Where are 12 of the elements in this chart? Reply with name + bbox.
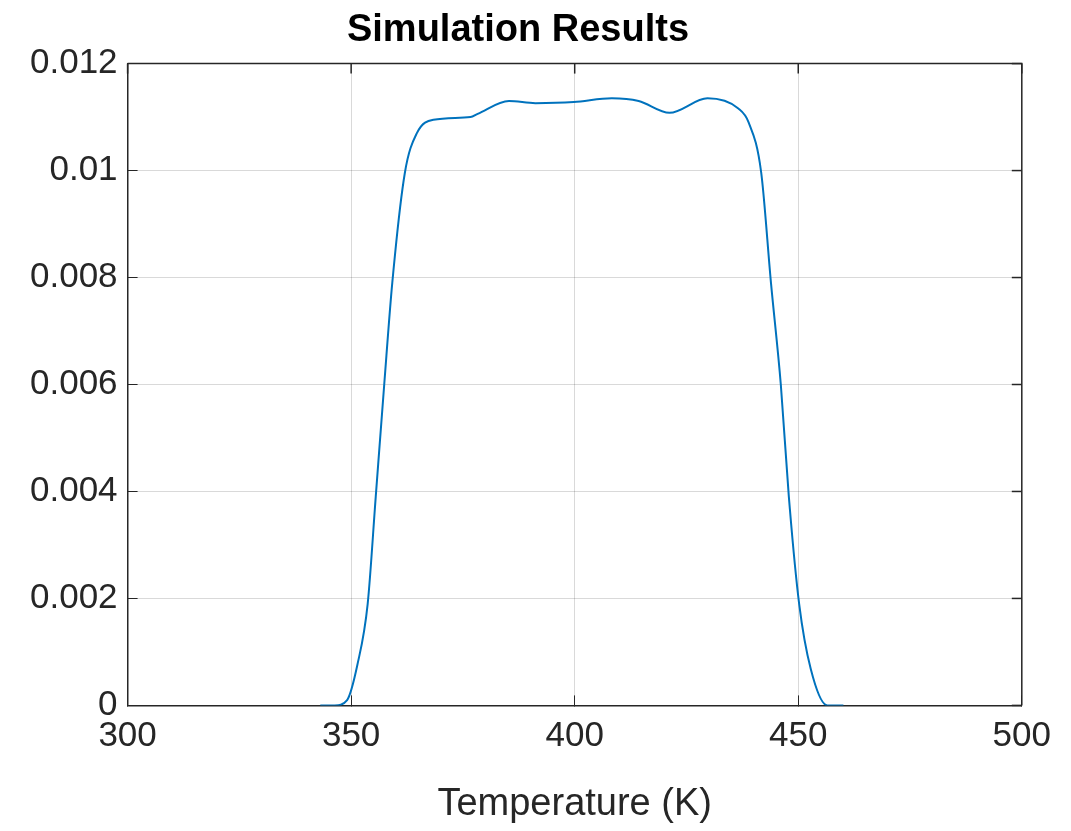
x-tick-label: 500 [992,714,1052,754]
chart-title: Simulation Results [346,7,690,50]
y-tick-label: 0.004 [29,469,118,509]
x-tick-label: 350 [321,714,381,754]
x-tick-label: 450 [769,714,828,754]
y-tick-label: 0.008 [29,255,118,295]
y-tick-label: 0.002 [29,576,118,616]
y-tick-label: 0.006 [29,362,118,402]
y-tick-label: 0.012 [29,41,118,81]
y-tick-label: 0.01 [49,148,118,188]
x-axis-title: Temperature (K) [437,780,712,823]
x-tick-label: 400 [545,714,604,754]
